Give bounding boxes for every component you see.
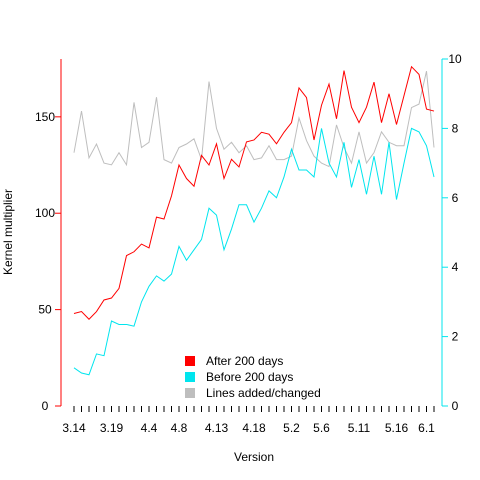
legend-swatch [185, 356, 195, 366]
x-axis-tick-label: 3.14 [62, 421, 86, 435]
x-axis-tick-label: 5.2 [283, 421, 300, 435]
right-axis: 0 2 4 6 8 10 [441, 52, 462, 413]
legend-label: Before 200 days [206, 370, 293, 384]
legend-swatch [185, 388, 195, 398]
series-line-after-200-days [73, 65, 435, 320]
right-axis-tick-label: 10 [448, 52, 462, 66]
x-axis-tick-label: 5.11 [348, 421, 371, 435]
legend-label: Lines added/changed [206, 386, 321, 400]
left-axis-tick-label: 150 [35, 110, 55, 124]
x-axis-tick-label: 4.13 [205, 421, 229, 435]
x-axis-tick-label: 4.4 [141, 421, 158, 435]
right-axis-tick-label: 2 [452, 330, 459, 344]
legend-label: After 200 days [206, 354, 283, 368]
right-axis-tick-label: 6 [452, 191, 459, 205]
series-line-before-200-days [73, 127, 435, 376]
y-axis-title-left: Kernel multiplier [1, 189, 15, 275]
series-line-lines-added-changed [73, 71, 435, 168]
x-axis-tick-label: 4.8 [171, 421, 188, 435]
x-axis-tick-label: 5.16 [385, 421, 409, 435]
right-axis-tick-label: 0 [452, 399, 459, 413]
series-layer [73, 65, 435, 376]
left-axis: 0 50 100 150 [35, 59, 62, 413]
left-axis-tick-label: 50 [38, 303, 52, 317]
right-axis-tick-label: 8 [452, 121, 459, 135]
right-axis-tick-label: 4 [452, 260, 459, 274]
x-axis-tick-label: 5.6 [313, 421, 330, 435]
x-axis: 3.14 3.19 4.4 4.8 4.13 4.18 5.2 5.6 5.11 5.16 6.1 [62, 406, 435, 435]
x-axis-tick-label: 6.1 [418, 421, 435, 435]
left-axis-tick-label: 100 [35, 206, 55, 220]
legend-swatch [185, 372, 195, 382]
legend: After 200 days Before 200 days Lines added… [185, 354, 321, 400]
x-axis-title: Version [234, 450, 274, 464]
left-axis-tick-label: 0 [42, 399, 49, 413]
x-axis-tick-label: 3.19 [100, 421, 124, 435]
x-axis-tick-label: 4.18 [242, 421, 266, 435]
